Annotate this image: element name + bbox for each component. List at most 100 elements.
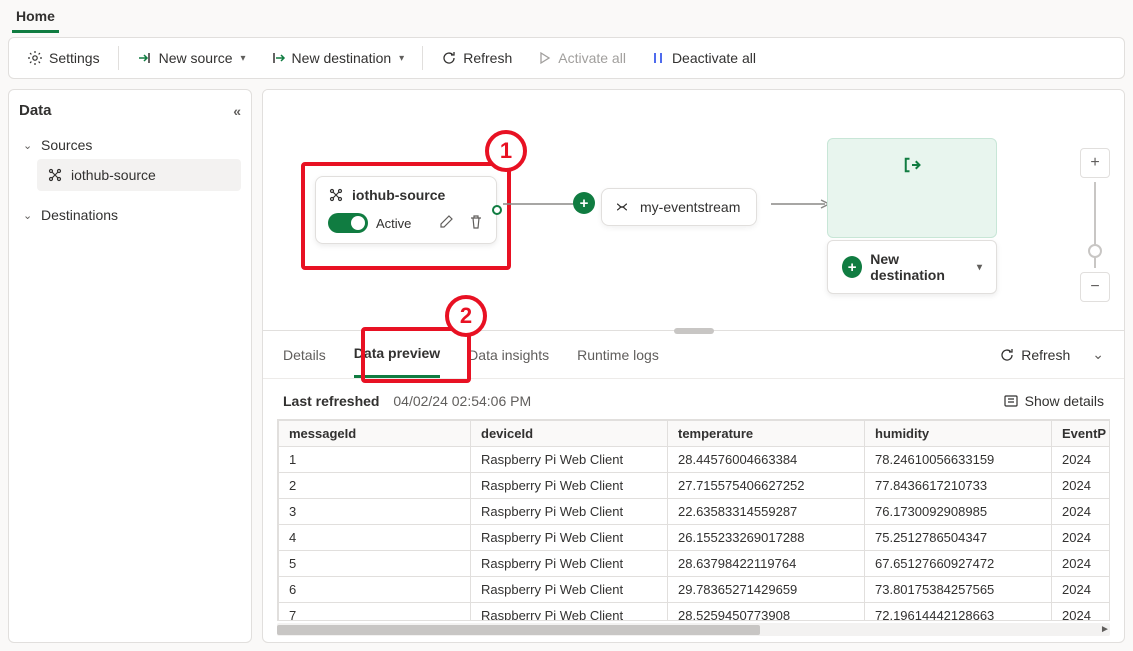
col-header[interactable]: humidity	[865, 421, 1052, 447]
zoom-out-button[interactable]: −	[1080, 272, 1110, 302]
zoom-handle[interactable]	[1088, 244, 1102, 258]
table-cell: 78.24610056633159	[865, 447, 1052, 473]
canvas[interactable]: 1 iothub-source Active	[263, 90, 1124, 330]
data-preview-table: messageId deviceId temperature humidity …	[277, 419, 1110, 621]
table-cell: 77.8436617210733	[865, 473, 1052, 499]
table-cell: 28.5259450773908	[668, 603, 865, 621]
arrow-out-icon	[270, 50, 286, 66]
settings-button[interactable]: Settings	[17, 44, 110, 72]
chevron-down-icon: ⌄	[23, 209, 35, 222]
table-cell: 2024	[1052, 525, 1111, 551]
table-cell: 73.80175384257565	[865, 577, 1052, 603]
active-toggle[interactable]	[328, 213, 368, 233]
table-cell: 72.19614442128663	[865, 603, 1052, 621]
new-destination-node-label: New destination	[870, 251, 969, 283]
sidebar-source-item[interactable]: iothub-source	[37, 159, 241, 191]
chevron-down-icon: ▾	[241, 53, 246, 64]
table-row[interactable]: 4Raspberry Pi Web Client26.1552332690172…	[279, 525, 1111, 551]
iot-icon	[328, 187, 344, 203]
show-details-button[interactable]: Show details	[1003, 393, 1104, 409]
eventstream-label: my-eventstream	[640, 199, 740, 215]
table-cell: 27.715575406627252	[668, 473, 865, 499]
edit-icon[interactable]	[438, 214, 454, 233]
delete-icon[interactable]	[468, 214, 484, 233]
iot-icon	[47, 167, 63, 183]
settings-label: Settings	[49, 50, 100, 66]
table-cell: Raspberry Pi Web Client	[471, 525, 668, 551]
last-refreshed-label: Last refreshed	[283, 393, 379, 409]
eventstream-node[interactable]: my-eventstream	[601, 188, 757, 226]
top-tabs: Home	[0, 0, 1133, 33]
col-header[interactable]: deviceId	[471, 421, 668, 447]
destinations-label: Destinations	[41, 207, 118, 223]
tab-details[interactable]: Details	[283, 333, 326, 377]
table-cell: 28.44576004663384	[668, 447, 865, 473]
col-header[interactable]: EventP	[1052, 421, 1111, 447]
table-cell: 1	[279, 447, 471, 473]
panel-refresh-button[interactable]: Refresh	[989, 341, 1080, 369]
tab-home[interactable]: Home	[12, 0, 59, 33]
refresh-icon	[999, 347, 1015, 363]
source-item-label: iothub-source	[71, 167, 156, 183]
table-cell: 2024	[1052, 551, 1111, 577]
table-row[interactable]: 5Raspberry Pi Web Client28.6379842211976…	[279, 551, 1111, 577]
toolbar-divider	[422, 46, 423, 70]
status-label: Active	[376, 216, 411, 231]
new-destination-label: New destination	[292, 50, 392, 66]
tab-runtime-logs[interactable]: Runtime logs	[577, 333, 659, 377]
refresh-icon	[441, 50, 457, 66]
zoom-controls: + −	[1080, 148, 1110, 302]
col-header[interactable]: messageId	[279, 421, 471, 447]
toolbar: Settings New source ▾ New destination ▾ …	[8, 37, 1125, 79]
source-node[interactable]: iothub-source Active	[315, 176, 497, 244]
table-cell: 2	[279, 473, 471, 499]
add-before-stream-button[interactable]: +	[573, 192, 595, 214]
activate-all-label: Activate all	[558, 50, 626, 66]
zoom-slider[interactable]	[1094, 182, 1096, 268]
table-cell: 5	[279, 551, 471, 577]
details-icon	[1003, 393, 1019, 409]
table-row[interactable]: 2Raspberry Pi Web Client27.7155754066272…	[279, 473, 1111, 499]
scrollbar-thumb[interactable]	[277, 625, 760, 635]
chevron-down-icon[interactable]: ⌄	[1092, 346, 1104, 363]
new-destination-button[interactable]: New destination ▾	[260, 44, 415, 72]
table-cell: Raspberry Pi Web Client	[471, 447, 668, 473]
table-cell: 28.63798422119764	[668, 551, 865, 577]
new-source-button[interactable]: New source ▾	[127, 44, 256, 72]
table-cell: Raspberry Pi Web Client	[471, 473, 668, 499]
refresh-button[interactable]: Refresh	[431, 44, 522, 72]
bottom-tabs: Details Data preview Data insights Runti…	[263, 331, 1124, 379]
table-cell: 26.155233269017288	[668, 525, 865, 551]
table-row[interactable]: 1Raspberry Pi Web Client28.4457600466338…	[279, 447, 1111, 473]
table-cell: 29.78365271429659	[668, 577, 865, 603]
col-header[interactable]: temperature	[668, 421, 865, 447]
toolbar-divider	[118, 46, 119, 70]
chevron-down-icon: ▾	[399, 53, 404, 64]
last-refreshed-time: 04/02/24 02:54:06 PM	[393, 393, 531, 409]
horizontal-scrollbar[interactable]: ◄ ►	[277, 623, 1110, 636]
zoom-in-button[interactable]: +	[1080, 148, 1110, 178]
play-icon	[536, 50, 552, 66]
table-row[interactable]: 6Raspberry Pi Web Client29.7836527142965…	[279, 577, 1111, 603]
stream-icon	[614, 199, 630, 215]
deactivate-all-button[interactable]: Deactivate all	[640, 44, 766, 72]
new-destination-node-button[interactable]: + New destination ▾	[827, 240, 997, 294]
sidebar-destinations[interactable]: ⌄ Destinations	[19, 201, 241, 229]
destination-placeholder[interactable]	[827, 138, 997, 238]
table-row[interactable]: 3Raspberry Pi Web Client22.6358331455928…	[279, 499, 1111, 525]
sidebar-sources[interactable]: ⌄ Sources	[19, 131, 241, 159]
table-row[interactable]: 7Raspberry Pi Web Client28.5259450773908…	[279, 603, 1111, 621]
sidebar: Data « ⌄ Sources iothub-source ⌄ Destina…	[8, 89, 252, 643]
deactivate-all-label: Deactivate all	[672, 50, 756, 66]
arrow-in-icon	[137, 50, 153, 66]
refresh-label: Refresh	[463, 50, 512, 66]
sources-label: Sources	[41, 137, 92, 153]
show-details-label: Show details	[1025, 393, 1104, 409]
callout-box-2	[361, 327, 471, 383]
sidebar-title: Data	[19, 102, 52, 119]
callout-badge-2: 2	[445, 295, 487, 337]
scroll-right-icon[interactable]: ►	[1098, 623, 1112, 637]
activate-all-button[interactable]: Activate all	[526, 44, 636, 72]
collapse-icon[interactable]: «	[233, 103, 241, 119]
tab-data-insights[interactable]: Data insights	[468, 333, 549, 377]
